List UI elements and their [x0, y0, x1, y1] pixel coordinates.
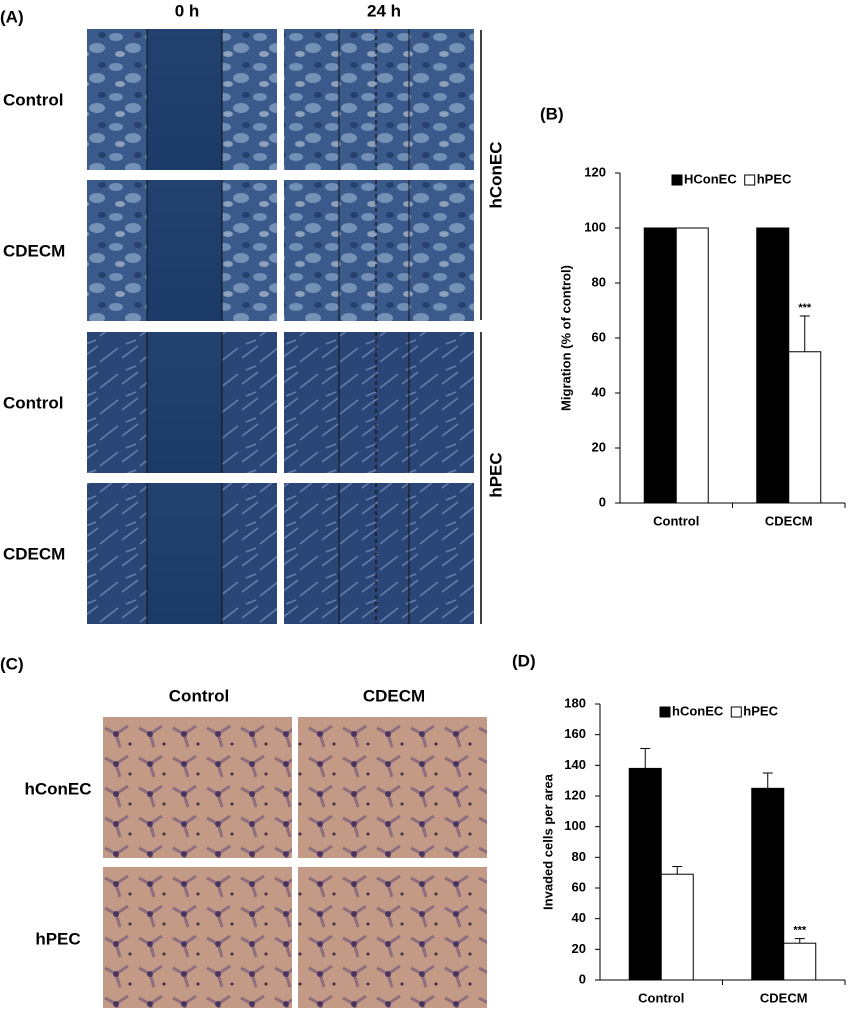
row-label: CDECM [3, 241, 65, 260]
legend-swatch [671, 174, 683, 186]
y-tick-label: 160 [564, 726, 586, 741]
legend-label: hPEC [757, 171, 792, 186]
y-tick-label: 60 [592, 329, 606, 344]
y-tick-label: 20 [572, 941, 586, 956]
bar [756, 227, 790, 504]
x-tick-label: CDECM [760, 990, 808, 1005]
y-tick-label: 20 [592, 439, 606, 454]
y-axis-label: Invaded cells per area [540, 773, 555, 910]
y-tick-label: 100 [584, 219, 606, 234]
bar [660, 873, 694, 981]
micrograph [298, 717, 487, 858]
legend-swatch [659, 706, 671, 718]
panel-label: (C) [0, 654, 24, 673]
row-label: hConEC [24, 779, 91, 798]
group-label: hConEC [486, 141, 505, 208]
y-tick-label: 120 [584, 164, 606, 179]
bar [783, 942, 817, 981]
column-header: CDECM [363, 686, 425, 705]
y-tick-label: 180 [564, 695, 586, 710]
row-label: Control [3, 90, 63, 109]
y-tick-label: 40 [592, 384, 606, 399]
significance: *** [793, 925, 807, 937]
row-label: CDECM [3, 544, 65, 563]
group-label: hPEC [486, 452, 505, 497]
legend-label: hPEC [743, 703, 778, 718]
panel-label: (D) [512, 651, 536, 670]
micrograph [298, 867, 487, 1008]
legend-label: hConEC [672, 703, 724, 718]
micrograph [284, 332, 474, 473]
column-header: 0 h [175, 1, 200, 20]
legend-swatch [730, 706, 742, 718]
legend-label: HConEC [684, 171, 737, 186]
bar [751, 787, 785, 981]
column-header: Control [169, 686, 229, 705]
bar [643, 227, 677, 504]
micrograph [103, 717, 292, 858]
y-axis-label: Migration (% of control) [558, 265, 573, 411]
y-tick-label: 100 [564, 818, 586, 833]
micrograph [284, 483, 474, 624]
panel-label: (B) [540, 104, 564, 123]
micrograph [103, 867, 292, 1008]
bar [788, 351, 822, 504]
scratch-gap [147, 483, 222, 624]
y-tick-label: 60 [572, 879, 586, 894]
panel-label: (A) [0, 7, 24, 26]
bar [628, 767, 662, 981]
row-label: Control [3, 393, 63, 412]
scratch-gap [147, 332, 222, 473]
x-tick-label: Control [638, 990, 684, 1005]
y-tick-label: 80 [592, 274, 606, 289]
scratch-gap [147, 29, 222, 170]
scratch-gap [147, 180, 222, 321]
column-header: 24 h [367, 1, 401, 20]
micrograph [284, 180, 474, 321]
micrograph [284, 29, 474, 170]
bar [675, 227, 709, 504]
y-tick-label: 80 [572, 849, 586, 864]
row-label: hPEC [35, 929, 80, 948]
y-tick-label: 0 [599, 494, 606, 509]
x-tick-label: CDECM [765, 513, 813, 528]
y-tick-label: 120 [564, 787, 586, 802]
x-tick-label: Control [653, 513, 699, 528]
y-tick-label: 140 [564, 757, 586, 772]
legend-swatch [744, 174, 756, 186]
y-tick-label: 40 [572, 910, 586, 925]
significance: *** [798, 302, 812, 314]
y-tick-label: 0 [579, 971, 586, 986]
